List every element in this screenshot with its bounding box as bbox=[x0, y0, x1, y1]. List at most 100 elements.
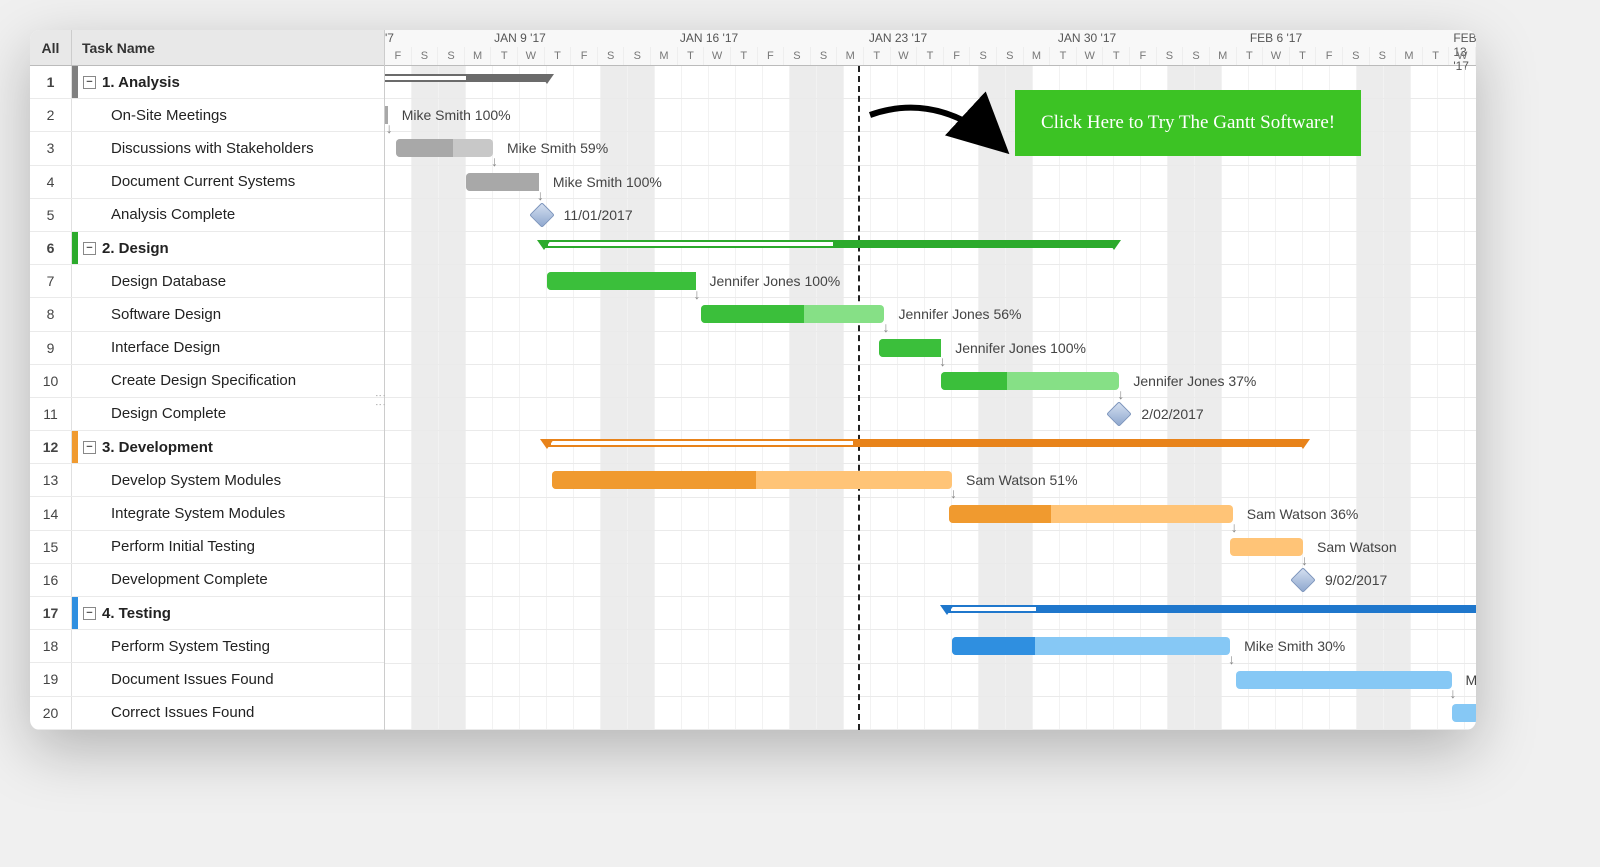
task-rows: 1−1. Analysis2On-Site Meetings3Discussio… bbox=[30, 66, 384, 730]
row-number: 14 bbox=[30, 497, 72, 529]
day-cell: T bbox=[545, 47, 572, 65]
task-row[interactable]: 16Development Complete bbox=[30, 564, 384, 597]
row-number: 4 bbox=[30, 166, 72, 198]
dependency-arrow-icon: ↓ bbox=[939, 356, 946, 366]
task-name: 1. Analysis bbox=[102, 74, 180, 91]
dependency-arrow-icon: ↓ bbox=[491, 156, 498, 166]
task-content: −3. Development bbox=[78, 431, 384, 463]
task-content: Analysis Complete bbox=[78, 199, 384, 231]
task-name: Integrate System Modules bbox=[111, 505, 285, 522]
task-row[interactable]: 13Develop System Modules bbox=[30, 464, 384, 497]
task-row[interactable]: 7Design Database bbox=[30, 265, 384, 298]
task-content: Perform Initial Testing bbox=[78, 531, 384, 563]
day-cell: T bbox=[1237, 47, 1264, 65]
task-row[interactable]: 5Analysis Complete bbox=[30, 199, 384, 232]
cta-button[interactable]: Click Here to Try The Gantt Software! bbox=[1015, 90, 1361, 156]
task-name: Design Complete bbox=[111, 405, 226, 422]
day-cell: T bbox=[1103, 47, 1130, 65]
gantt-app: All Task Name 1−1. Analysis2On-Site Meet… bbox=[30, 30, 1476, 730]
task-bar[interactable] bbox=[1236, 671, 1452, 689]
summary-bar[interactable] bbox=[547, 439, 1303, 451]
collapse-icon[interactable]: − bbox=[83, 607, 96, 620]
task-content: Document Current Systems bbox=[78, 166, 384, 198]
day-cell: S bbox=[1343, 47, 1370, 65]
task-name: 2. Design bbox=[102, 240, 169, 257]
day-cell: T bbox=[1290, 47, 1317, 65]
day-cell: T bbox=[917, 47, 944, 65]
task-row[interactable]: 19Document Issues Found bbox=[30, 663, 384, 696]
day-cell: M bbox=[465, 47, 492, 65]
bar-label: Sam Watson 51% bbox=[966, 472, 1078, 488]
task-content: Design Database bbox=[78, 265, 384, 297]
task-bar[interactable] bbox=[466, 173, 539, 191]
row-number: 5 bbox=[30, 199, 72, 231]
dependency-arrow-icon: ↓ bbox=[386, 123, 393, 133]
task-row[interactable]: 4Document Current Systems bbox=[30, 166, 384, 199]
week-label: JAN 30 '17 bbox=[1058, 31, 1116, 45]
bar-label: Sam Watson bbox=[1317, 539, 1397, 555]
row-number: 2 bbox=[30, 99, 72, 131]
bar-label: Sam Watson 36% bbox=[1247, 506, 1359, 522]
milestone-diamond[interactable] bbox=[1107, 401, 1132, 426]
task-bar[interactable] bbox=[949, 505, 1233, 523]
milestone-diamond[interactable] bbox=[529, 202, 554, 227]
summary-bar[interactable] bbox=[544, 240, 1114, 252]
task-row[interactable]: 17−4. Testing bbox=[30, 597, 384, 630]
column-all[interactable]: All bbox=[30, 30, 72, 65]
task-row[interactable]: 14 Integrate System Modules bbox=[30, 497, 384, 530]
collapse-icon[interactable]: − bbox=[83, 242, 96, 255]
task-row[interactable]: 6−2. Design bbox=[30, 232, 384, 265]
task-bar[interactable] bbox=[1452, 704, 1477, 722]
day-cell: T bbox=[1050, 47, 1077, 65]
row-number: 17 bbox=[30, 597, 72, 629]
day-cell: T bbox=[731, 47, 758, 65]
task-row[interactable]: 9Interface Design bbox=[30, 332, 384, 365]
summary-bar[interactable] bbox=[947, 605, 1476, 617]
task-row[interactable]: 12−3. Development bbox=[30, 431, 384, 464]
task-content: −1. Analysis bbox=[78, 66, 384, 98]
day-cell: S bbox=[784, 47, 811, 65]
task-content: Correct Issues Found bbox=[78, 697, 384, 729]
week-label: JAN 16 '17 bbox=[680, 31, 738, 45]
task-row[interactable]: 10Create Design Specification bbox=[30, 365, 384, 398]
dependency-arrow-icon: ↓ bbox=[1231, 522, 1238, 532]
task-row[interactable]: 8Software Design bbox=[30, 298, 384, 331]
task-bar[interactable] bbox=[941, 372, 1119, 390]
task-row[interactable]: 18Perform System Testing bbox=[30, 630, 384, 663]
task-bar[interactable] bbox=[396, 139, 493, 157]
task-name: 4. Testing bbox=[102, 605, 171, 622]
task-name: Perform Initial Testing bbox=[111, 538, 255, 555]
bar-label: Jennifer Jones 100% bbox=[710, 273, 841, 289]
day-cell: F bbox=[385, 47, 412, 65]
task-bar[interactable] bbox=[1230, 538, 1303, 556]
task-row[interactable]: 2On-Site Meetings bbox=[30, 99, 384, 132]
task-bar[interactable] bbox=[552, 471, 952, 489]
task-row[interactable]: 3Discussions with Stakeholders bbox=[30, 132, 384, 165]
collapse-icon[interactable]: − bbox=[83, 76, 96, 89]
milestone-diamond[interactable] bbox=[1290, 567, 1315, 592]
task-row[interactable]: 11Design Complete bbox=[30, 398, 384, 431]
task-bar[interactable] bbox=[547, 272, 696, 290]
task-content: Document Issues Found bbox=[78, 663, 384, 695]
day-cell: S bbox=[412, 47, 439, 65]
splitter-handle[interactable]: ⋮⋮ bbox=[377, 390, 387, 430]
task-row[interactable]: 20Correct Issues Found bbox=[30, 697, 384, 730]
task-content: −2. Design bbox=[78, 232, 384, 264]
day-cell: W bbox=[1449, 47, 1476, 65]
task-bar[interactable] bbox=[879, 339, 941, 357]
dependency-arrow-icon: ↓ bbox=[1117, 389, 1124, 399]
day-cell: S bbox=[997, 47, 1024, 65]
day-cell: F bbox=[571, 47, 598, 65]
week-label: JAN 23 '17 bbox=[869, 31, 927, 45]
column-task-name[interactable]: Task Name bbox=[72, 40, 155, 56]
task-bar[interactable] bbox=[701, 305, 885, 323]
timeline-header: '7JAN 9 '17JAN 16 '17JAN 23 '17JAN 30 '1… bbox=[385, 30, 1476, 66]
day-cell: T bbox=[864, 47, 891, 65]
task-bar[interactable] bbox=[952, 637, 1230, 655]
collapse-icon[interactable]: − bbox=[83, 441, 96, 454]
task-row[interactable]: 1−1. Analysis bbox=[30, 66, 384, 99]
task-content: Design Complete bbox=[78, 398, 384, 430]
milestone-label: 2/02/2017 bbox=[1141, 406, 1203, 422]
task-row[interactable]: 15Perform Initial Testing bbox=[30, 531, 384, 564]
summary-bar[interactable] bbox=[385, 74, 547, 86]
